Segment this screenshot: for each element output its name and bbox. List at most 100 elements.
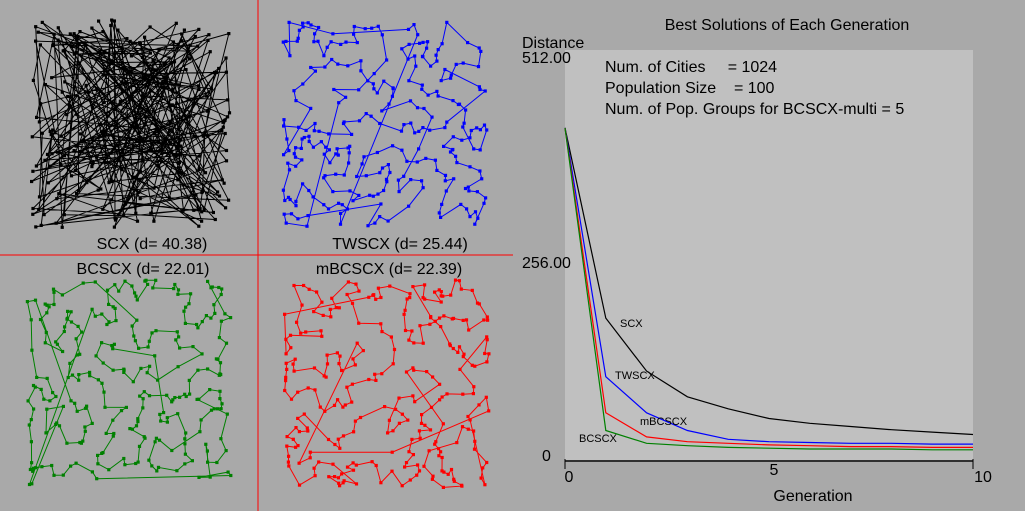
city-point bbox=[380, 372, 384, 376]
city-point bbox=[306, 386, 310, 390]
city-point bbox=[209, 408, 214, 412]
city-point bbox=[184, 305, 188, 309]
city-point bbox=[417, 129, 421, 133]
city-point bbox=[52, 290, 56, 294]
city-point bbox=[400, 47, 404, 51]
city-point bbox=[181, 208, 186, 212]
series-line-twscx bbox=[564, 127, 973, 445]
series-line-mbcscx bbox=[564, 127, 973, 448]
city-point bbox=[294, 99, 298, 103]
city-point bbox=[416, 33, 420, 37]
city-point bbox=[224, 159, 229, 163]
city-point bbox=[473, 439, 477, 443]
city-point bbox=[412, 23, 416, 27]
city-point bbox=[100, 381, 104, 385]
city-point bbox=[72, 32, 76, 36]
city-point bbox=[197, 84, 201, 88]
city-point bbox=[157, 438, 162, 442]
city-point bbox=[462, 121, 466, 125]
city-point bbox=[327, 132, 331, 136]
city-point bbox=[177, 83, 181, 87]
city-point bbox=[421, 186, 425, 190]
city-point bbox=[221, 120, 225, 124]
city-point bbox=[44, 431, 48, 435]
city-point bbox=[123, 463, 127, 467]
city-point bbox=[36, 30, 40, 34]
city-point bbox=[405, 297, 409, 301]
city-point bbox=[294, 445, 298, 449]
city-point bbox=[174, 338, 178, 342]
city-point bbox=[43, 158, 47, 162]
tour-path-bcscx bbox=[26, 279, 232, 486]
city-point bbox=[176, 412, 180, 416]
city-point bbox=[83, 429, 87, 433]
city-point bbox=[367, 295, 371, 299]
city-point bbox=[445, 392, 449, 396]
city-point bbox=[485, 460, 489, 465]
city-point bbox=[158, 412, 162, 416]
city-point bbox=[113, 283, 117, 287]
city-point bbox=[40, 465, 44, 469]
city-point bbox=[342, 173, 346, 177]
city-point bbox=[61, 473, 65, 477]
city-point bbox=[62, 329, 66, 334]
city-point bbox=[451, 99, 455, 103]
city-point bbox=[101, 73, 106, 77]
city-point bbox=[55, 342, 59, 346]
city-point bbox=[179, 138, 183, 142]
convergence-chart: Best Solutions of Each Generation Distan… bbox=[522, 17, 992, 505]
city-point bbox=[200, 189, 204, 193]
series-line-scx bbox=[564, 127, 974, 436]
city-point bbox=[443, 173, 448, 177]
city-point bbox=[84, 83, 88, 87]
city-point bbox=[469, 128, 473, 133]
city-point bbox=[302, 412, 306, 416]
city-point bbox=[226, 115, 230, 119]
city-point bbox=[70, 373, 75, 377]
city-point bbox=[67, 104, 72, 108]
city-point bbox=[177, 335, 181, 339]
city-point bbox=[104, 431, 108, 435]
city-point bbox=[297, 28, 301, 32]
city-point bbox=[205, 94, 209, 98]
city-point bbox=[31, 212, 35, 216]
city-point bbox=[311, 145, 315, 149]
city-point bbox=[420, 83, 424, 87]
city-point bbox=[284, 39, 288, 43]
city-point bbox=[37, 208, 41, 212]
city-point bbox=[90, 137, 94, 141]
city-point bbox=[43, 302, 47, 306]
city-point bbox=[428, 428, 433, 432]
city-point bbox=[123, 279, 127, 283]
city-point bbox=[334, 172, 338, 176]
city-point bbox=[322, 203, 326, 207]
city-point bbox=[302, 283, 306, 288]
city-point bbox=[284, 352, 288, 356]
city-point bbox=[159, 419, 163, 423]
city-point bbox=[30, 348, 34, 352]
city-point bbox=[90, 470, 94, 474]
city-point bbox=[434, 440, 438, 444]
city-point bbox=[229, 473, 233, 478]
city-point bbox=[355, 41, 359, 45]
city-point bbox=[204, 442, 208, 446]
city-point bbox=[359, 59, 363, 63]
city-point bbox=[472, 385, 476, 389]
city-point bbox=[42, 213, 46, 217]
city-point bbox=[33, 385, 37, 389]
city-point bbox=[218, 361, 223, 365]
city-point bbox=[337, 306, 341, 310]
city-point bbox=[195, 322, 199, 327]
city-point bbox=[287, 168, 292, 172]
city-point bbox=[418, 324, 422, 328]
city-point bbox=[133, 175, 137, 179]
city-point bbox=[39, 387, 43, 391]
city-point bbox=[420, 413, 424, 417]
city-point bbox=[62, 154, 66, 158]
city-point bbox=[225, 412, 229, 416]
city-point bbox=[329, 40, 333, 44]
city-point bbox=[312, 310, 316, 314]
city-point bbox=[78, 352, 82, 356]
city-point bbox=[440, 469, 444, 473]
city-point bbox=[354, 463, 358, 467]
